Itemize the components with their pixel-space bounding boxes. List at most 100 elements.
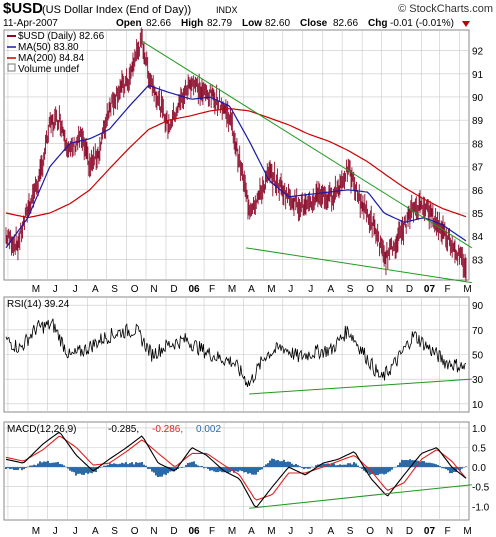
y-tick-label: 86 — [472, 186, 484, 197]
histogram-bar — [149, 467, 151, 469]
histogram-bar — [137, 462, 139, 468]
close-label: Close — [300, 18, 328, 29]
histogram-bar — [377, 467, 379, 476]
open-label: Open — [116, 18, 142, 29]
histogram-bar — [175, 467, 177, 471]
histogram-bar — [279, 461, 281, 468]
histogram-bar — [423, 461, 425, 468]
histogram-bar — [449, 467, 451, 474]
x-tick-label: A — [92, 284, 99, 295]
histogram-bar — [133, 464, 135, 468]
histogram-bar — [283, 459, 285, 468]
histogram-bar — [439, 466, 441, 468]
x-tick-label: M — [267, 284, 275, 295]
histogram-bar — [281, 461, 283, 468]
y-tick-label: 90 — [472, 93, 484, 104]
histogram-bar — [245, 467, 247, 473]
histogram-bar — [393, 466, 395, 468]
histogram-bar — [247, 467, 249, 474]
histogram-bar — [293, 464, 295, 468]
x-tick-label: J — [53, 284, 58, 295]
histogram-bar — [147, 467, 149, 470]
histogram-bar — [35, 465, 37, 468]
histogram-bar — [427, 462, 429, 468]
histogram-bar — [115, 463, 117, 468]
trendline — [249, 378, 472, 395]
histogram-bar — [431, 463, 433, 468]
x-tick-label: O — [366, 284, 374, 295]
histogram-bar — [225, 467, 227, 472]
x-tick-label: N — [150, 526, 157, 537]
histogram-bar — [407, 460, 409, 468]
histogram-bar — [67, 467, 69, 469]
histogram-bar — [7, 467, 9, 469]
x-tick-label: 07 — [424, 284, 436, 295]
x-tick-label: 06 — [188, 526, 200, 537]
histogram-bar — [383, 467, 385, 475]
histogram-bar — [43, 461, 45, 468]
histogram-bar — [443, 467, 445, 469]
histogram-bar — [405, 459, 407, 468]
trendline — [249, 484, 472, 509]
histogram-bar — [303, 467, 305, 470]
x-tick-label: J — [53, 526, 58, 537]
x-tick-label: A — [248, 284, 255, 295]
histogram-bar — [153, 467, 155, 473]
histogram-bar — [167, 467, 169, 474]
histogram-bar — [219, 467, 221, 472]
histogram-bar — [161, 467, 163, 477]
histogram-bar — [135, 462, 137, 468]
histogram-bar — [249, 467, 251, 474]
histogram-bar — [267, 463, 269, 468]
histogram-bar — [337, 465, 339, 468]
histogram-bar — [81, 467, 83, 475]
y-tick-label: 10 — [472, 400, 484, 411]
histogram-bar — [107, 464, 109, 468]
histogram-bar — [379, 467, 381, 474]
exchange-label: INDX — [216, 5, 238, 15]
histogram-bar — [351, 464, 353, 468]
x-tick-label: J — [308, 526, 313, 537]
y-tick-label: 90 — [472, 301, 484, 312]
x-tick-label: M — [267, 526, 275, 537]
histogram-bar — [129, 463, 131, 468]
histogram-bar — [209, 467, 211, 471]
x-tick-label: M — [228, 284, 236, 295]
rsi-label: RSI(14) 39.24 — [7, 299, 70, 310]
histogram-bar — [65, 466, 67, 468]
histogram-bar — [355, 463, 357, 468]
y-tick-label: 92 — [472, 47, 484, 58]
histogram-bar — [389, 467, 391, 472]
histogram-bar — [239, 467, 241, 471]
symbol-title: $USD — [3, 0, 43, 17]
histogram-bar — [413, 460, 415, 468]
histogram-bar — [183, 466, 185, 468]
histogram-bar — [315, 465, 317, 468]
x-tick-label: A — [327, 526, 334, 537]
histogram-bar — [185, 465, 187, 468]
histogram-bar — [339, 464, 341, 468]
histogram-bar — [141, 462, 143, 468]
histogram-bar — [229, 467, 231, 473]
x-tick-label: M — [32, 526, 40, 537]
histogram-bar — [197, 465, 199, 468]
x-tick-label: J — [73, 284, 78, 295]
x-tick-label: 07 — [424, 526, 436, 537]
histogram-bar — [433, 463, 435, 468]
x-tick-label: J — [288, 284, 293, 295]
histogram-bar — [117, 464, 119, 468]
histogram-bar — [375, 467, 377, 476]
ma50-line — [5, 84, 467, 249]
histogram-bar — [401, 459, 403, 468]
histogram-bar — [297, 465, 299, 468]
trendline — [141, 40, 473, 249]
histogram-bar — [113, 463, 115, 468]
low-value: 82.60 — [265, 18, 290, 29]
histogram-bar — [93, 467, 95, 472]
histogram-bar — [251, 467, 253, 475]
histogram-bar — [295, 463, 297, 468]
brand-label: © StockCharts.com — [398, 3, 493, 15]
y-tick-label: 0.5 — [472, 444, 486, 455]
histogram-bar — [277, 460, 279, 468]
